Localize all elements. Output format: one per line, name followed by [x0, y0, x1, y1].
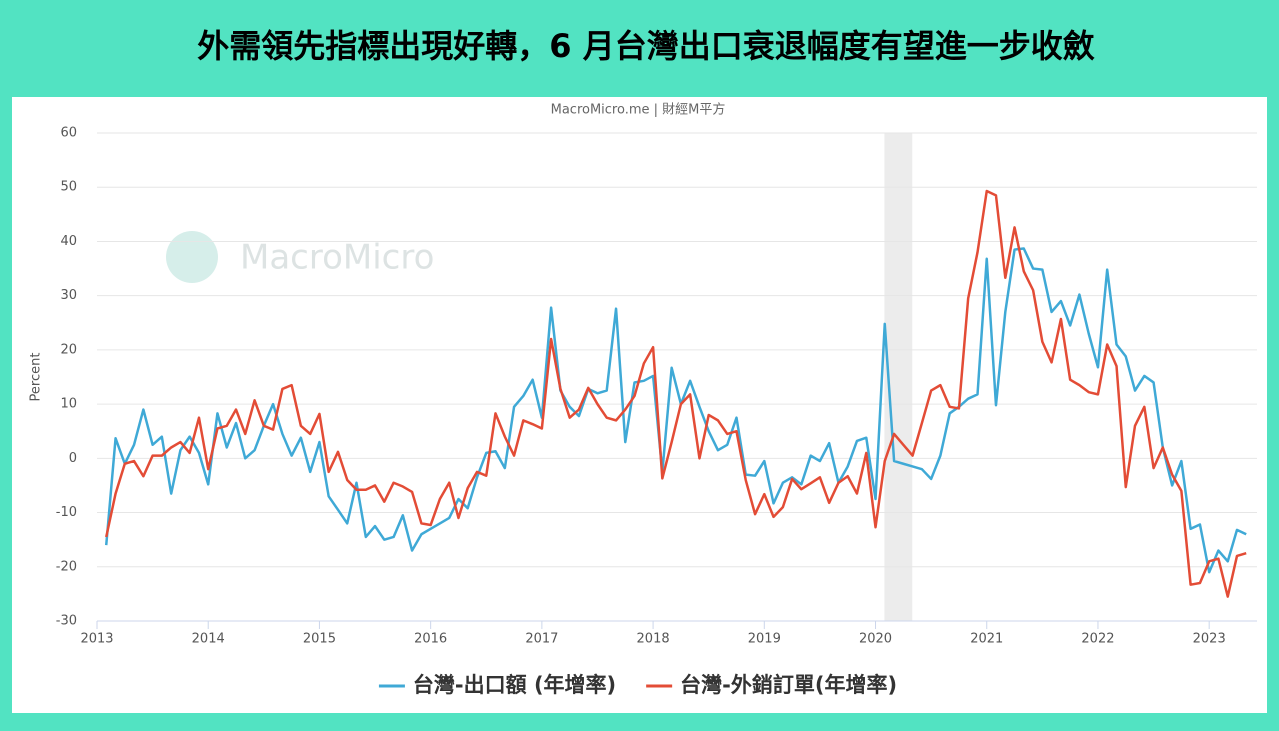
- watermark-logo: [166, 231, 218, 283]
- x-tick-label: 2023: [1193, 632, 1226, 647]
- y-tick-label: 50: [60, 180, 77, 195]
- chart-panel: [12, 97, 1267, 713]
- series-line: [104, 247, 1247, 574]
- chart-title: 外需領先指標出現好轉，6 月台灣出口衰退幅度有望進一步收斂: [197, 27, 1094, 65]
- y-tick-label: -10: [56, 505, 77, 520]
- chart-subtitle: MacroMicro.me | 財經M平方: [551, 102, 726, 118]
- y-tick-label: 0: [69, 451, 77, 466]
- watermark: MacroMicro: [240, 238, 434, 278]
- legend-label: 台灣-外銷訂單(年增率): [680, 673, 897, 697]
- legend-label: 台灣-出口額 (年增率): [413, 673, 616, 697]
- series-line: [105, 189, 1247, 598]
- y-axis-label: Percent: [29, 353, 44, 402]
- x-tick-label: 2020: [859, 632, 892, 647]
- y-tick-label: 10: [60, 397, 77, 412]
- legend: 台灣-出口額 (年增率) 台灣-外銷訂單(年增率): [378, 673, 897, 697]
- x-tick-label: 2016: [414, 632, 447, 647]
- x-tick-label: 2014: [192, 632, 225, 647]
- y-tick-label: -20: [56, 559, 77, 574]
- x-tick-label: 2017: [525, 632, 558, 647]
- x-tick-label: 2021: [970, 632, 1003, 647]
- x-tick-label: 2013: [80, 632, 113, 647]
- x-tick-label: 2022: [1081, 632, 1114, 647]
- y-tick-label: 20: [60, 342, 77, 357]
- x-tick-label: 2019: [748, 632, 781, 647]
- y-tick-label: 60: [60, 126, 77, 141]
- x-tick-label: 2015: [303, 632, 336, 647]
- y-tick-label: 30: [60, 288, 77, 303]
- y-tick-label: -30: [56, 614, 77, 629]
- x-tick-label: 2018: [637, 632, 670, 647]
- y-tick-label: 40: [60, 234, 77, 249]
